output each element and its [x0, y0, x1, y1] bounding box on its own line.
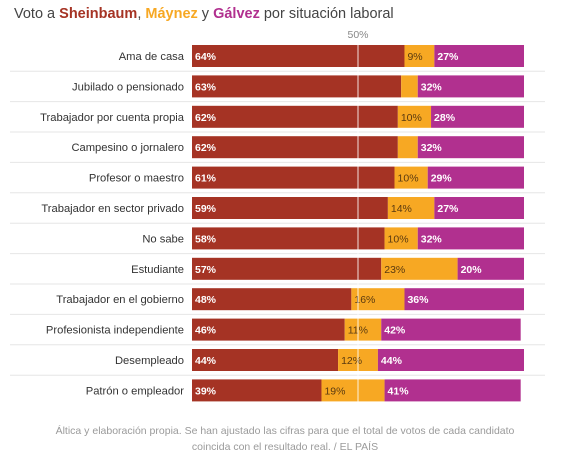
bar-sheinbaum-campesino-o-jornalero: [192, 136, 398, 159]
value-label-galvez-desempleado: 44%: [381, 355, 403, 367]
bar-sheinbaum-jubilado-o-pensionado: [192, 75, 402, 98]
value-label-sheinbaum-ama-de-casa: 64%: [195, 51, 217, 63]
value-label-sheinbaum-trabajador-en-sector-privado: 59%: [195, 203, 217, 215]
title-candidate-galvez: Gálvez: [213, 6, 260, 22]
value-label-galvez-campesino-o-jornalero: 32%: [421, 142, 443, 154]
bar-galvez-profesor-o-maestro: [427, 166, 524, 189]
bar-sheinbaum-estudiante: [192, 257, 382, 280]
title-separator-2: y: [197, 6, 214, 22]
value-label-galvez-trabajador-en-el-gobierno: 36%: [407, 294, 429, 306]
bar-galvez-trabajador-en-sector-privado: [434, 197, 524, 219]
value-label-galvez-jubilado-o-pensionado: 32%: [421, 81, 443, 93]
bar-maynez-patron-o-empleador: [321, 379, 385, 402]
bar-sheinbaum-trabajador-por-cuenta-propia: [192, 105, 398, 128]
value-label-galvez-trabajador-por-cuenta-propia: 28%: [434, 112, 456, 124]
bar-sheinbaum-patron-o-empleador: [192, 379, 322, 402]
value-label-sheinbaum-patron-o-empleador: 39%: [195, 385, 217, 397]
value-label-galvez-estudiante: 20%: [461, 264, 483, 276]
bar-maynez-estudiante: [381, 257, 458, 280]
category-label-campesino-o-jornalero: Campesino o jornalero: [71, 142, 184, 154]
footnote-line-2: coincida con el resultado real. / EL PAÍ…: [191, 441, 379, 453]
category-label-trabajador-por-cuenta-propia: Trabajador por cuenta propia: [40, 112, 185, 124]
bar-galvez-trabajador-en-el-gobierno: [404, 288, 524, 311]
bar-maynez-trabajador-en-el-gobierno: [351, 288, 405, 311]
bar-galvez-ama-de-casa: [434, 45, 524, 67]
value-label-galvez-profesor-o-maestro: 29%: [431, 173, 453, 185]
value-label-maynez-no-sabe: 10%: [388, 233, 409, 245]
value-label-galvez-trabajador-en-sector-privado: 27%: [437, 203, 459, 215]
bar-sheinbaum-trabajador-en-sector-privado: [192, 197, 388, 219]
value-label-galvez-no-sabe: 32%: [421, 233, 443, 245]
value-label-maynez-trabajador-en-el-gobierno: 16%: [354, 294, 375, 306]
bar-sheinbaum-profesionista-independiente: [192, 318, 345, 341]
title-prefix: Voto a: [14, 6, 60, 22]
value-label-sheinbaum-jubilado-o-pensionado: 63%: [195, 81, 217, 93]
value-label-sheinbaum-profesionista-independiente: 46%: [195, 325, 217, 337]
value-label-sheinbaum-trabajador-por-cuenta-propia: 62%: [195, 112, 217, 124]
title-candidate-sheinbaum: Sheinbaum: [59, 6, 138, 22]
category-label-no-sabe: No sabe: [142, 233, 184, 245]
bar-sheinbaum-no-sabe: [192, 227, 385, 250]
footnote: Áltica y elaboración propia. Se han ajus…: [25, 423, 545, 455]
bar-sheinbaum-profesor-o-maestro: [192, 166, 395, 189]
value-label-maynez-trabajador-en-sector-privado: 14%: [391, 203, 412, 215]
value-label-maynez-patron-o-empleador: 19%: [324, 385, 345, 397]
value-label-sheinbaum-no-sabe: 58%: [195, 233, 217, 245]
value-label-galvez-ama-de-casa: 27%: [437, 51, 459, 63]
category-label-patron-o-empleador: Patrón o empleador: [86, 385, 185, 397]
chart-title: Voto a Sheinbaum, Máynez y Gálvez por si…: [14, 6, 394, 22]
category-label-jubilado-o-pensionado: Jubilado o pensionado: [72, 81, 184, 93]
bar-maynez-profesionista-independiente: [344, 318, 382, 341]
reference-line-label: 50%: [347, 29, 368, 41]
title-separator-1: ,: [137, 6, 146, 22]
category-label-trabajador-en-el-gobierno: Trabajador en el gobierno: [56, 294, 184, 306]
bar-galvez-trabajador-por-cuenta-propia: [431, 105, 524, 128]
bar-maynez-jubilado-o-pensionado: [401, 75, 418, 98]
bar-sheinbaum-trabajador-en-el-gobierno: [192, 288, 352, 311]
footnote-line-1: Áltica y elaboración propia. Se han ajus…: [55, 425, 515, 437]
value-label-galvez-patron-o-empleador: 41%: [388, 385, 410, 397]
value-label-sheinbaum-estudiante: 57%: [195, 264, 217, 276]
bar-sheinbaum-desempleado: [192, 349, 339, 371]
value-label-maynez-profesor-o-maestro: 10%: [398, 173, 419, 185]
value-label-maynez-estudiante: 23%: [384, 264, 405, 276]
bar-galvez-profesionista-independiente: [381, 318, 521, 341]
category-label-profesionista-independiente: Profesionista independiente: [46, 325, 184, 337]
value-label-sheinbaum-desempleado: 44%: [195, 355, 217, 367]
value-label-sheinbaum-campesino-o-jornalero: 62%: [195, 142, 217, 154]
bar-maynez-profesor-o-maestro: [394, 166, 428, 189]
value-label-maynez-desempleado: 12%: [341, 355, 362, 367]
bar-maynez-campesino-o-jornalero: [397, 136, 418, 159]
bar-maynez-trabajador-por-cuenta-propia: [397, 105, 432, 128]
category-label-profesor-o-maestro: Profesor o maestro: [89, 173, 184, 185]
value-label-sheinbaum-profesor-o-maestro: 61%: [195, 173, 217, 185]
category-label-trabajador-en-sector-privado: Trabajador en sector privado: [41, 203, 184, 215]
value-label-maynez-trabajador-por-cuenta-propia: 10%: [401, 112, 422, 124]
title-suffix: por situación laboral: [259, 6, 394, 22]
value-label-galvez-profesionista-independiente: 42%: [384, 325, 406, 337]
category-label-desempleado: Desempleado: [115, 355, 184, 367]
bar-galvez-desempleado: [377, 349, 524, 371]
bar-maynez-trabajador-en-sector-privado: [387, 197, 435, 219]
bar-galvez-no-sabe: [417, 227, 524, 250]
bar-galvez-campesino-o-jornalero: [417, 136, 524, 159]
value-label-sheinbaum-trabajador-en-el-gobierno: 48%: [195, 294, 217, 306]
title-candidate-maynez: Máynez: [145, 6, 198, 22]
bar-galvez-jubilado-o-pensionado: [417, 75, 524, 98]
bar-maynez-no-sabe: [384, 227, 418, 250]
category-label-ama-de-casa: Ama de casa: [119, 51, 185, 63]
category-label-estudiante: Estudiante: [131, 264, 184, 276]
value-label-maynez-ama-de-casa: 9%: [407, 51, 422, 63]
bar-maynez-ama-de-casa: [404, 45, 435, 67]
bar-galvez-estudiante: [457, 257, 524, 280]
bar-galvez-patron-o-empleador: [384, 379, 521, 402]
bar-sheinbaum-ama-de-casa: [192, 45, 405, 67]
